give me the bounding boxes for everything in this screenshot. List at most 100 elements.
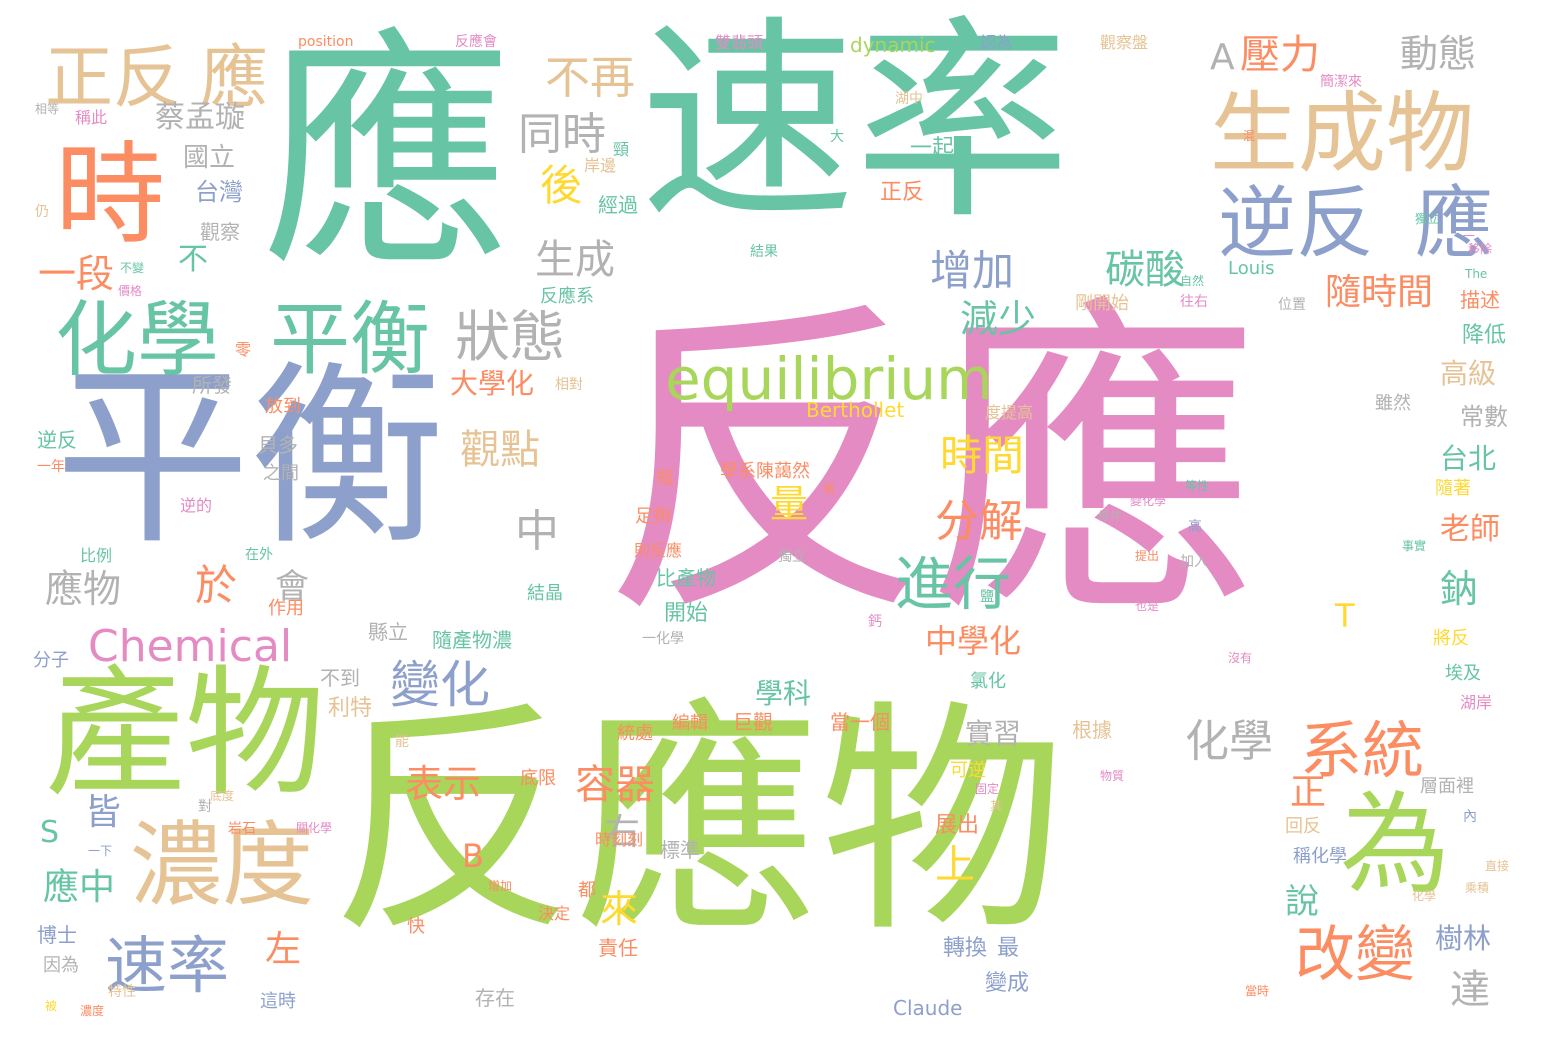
cloud-word: 特性 (108, 984, 136, 1000)
cloud-word: 雖然 (1375, 393, 1411, 414)
cloud-word: 能 (395, 734, 409, 750)
cloud-word: 描述 (1460, 288, 1500, 312)
cloud-word: 平衡 (55, 344, 445, 571)
cloud-word: 岸邊 (584, 156, 617, 175)
cloud-word: 中 (515, 506, 559, 557)
cloud-word: 化學 (1412, 889, 1437, 903)
cloud-word: 化學 (1185, 716, 1273, 767)
cloud-word: 反應物 (330, 680, 1065, 965)
cloud-word: 獨立 (778, 549, 806, 565)
cloud-word: 反應會 (455, 34, 497, 50)
cloud-word: The (1465, 267, 1488, 281)
cloud-word: 分解 (935, 496, 1023, 547)
cloud-word: 應 (200, 39, 269, 118)
cloud-word: 上 (935, 842, 975, 888)
cloud-word: 開始 (664, 601, 709, 626)
cloud-word: 平衡 (270, 293, 430, 386)
cloud-word: 底限 (520, 768, 556, 789)
cloud-word: 濃度 (130, 812, 315, 919)
cloud-word: 回反 (1285, 816, 1321, 837)
cloud-word: 改變 (1295, 920, 1415, 990)
cloud-word: 系統 (1300, 714, 1425, 787)
cloud-word: 量 (770, 482, 809, 526)
cloud-word: 獨立 (1415, 212, 1440, 226)
cloud-word: 加入 (1180, 554, 1208, 570)
cloud-word: 逆反 (1218, 179, 1375, 269)
cloud-word: 放到 (265, 396, 301, 417)
cloud-word: 移除 (1468, 242, 1493, 256)
cloud-word: 產物 (45, 653, 326, 816)
cloud-word: 隨著 (1435, 478, 1471, 499)
cloud-word: 鈉 (1440, 567, 1479, 611)
cloud-word: 皆 (85, 792, 122, 833)
cloud-word: 往右 (1180, 294, 1208, 310)
cloud-word: 因為 (43, 955, 79, 976)
cloud-word: 被 (45, 999, 58, 1013)
cloud-word: 實習 (965, 717, 1022, 750)
cloud-word: 埃及 (1445, 663, 1481, 684)
cloud-word: 零 (235, 340, 252, 359)
cloud-word: 逆的 (180, 496, 213, 515)
cloud-word: 巨觀 (733, 710, 773, 734)
cloud-word: S (40, 815, 60, 850)
cloud-word: 隨產物濃 (432, 628, 512, 652)
cloud-word: 隨時間 (1325, 272, 1434, 313)
cloud-word: equilibrium (665, 345, 993, 413)
cloud-word: 責任 (598, 936, 638, 960)
cloud-word: B (462, 837, 484, 875)
cloud-word: 應中 (43, 867, 116, 908)
cloud-word: 剛開始 (1075, 293, 1129, 314)
cloud-word: 分子 (33, 650, 69, 671)
cloud-word: 底度 (210, 789, 235, 803)
cloud-word: 關化學 (296, 821, 333, 835)
cloud-word: 經過 (598, 193, 638, 217)
cloud-word: 相對 (555, 377, 583, 393)
cloud-word: 逆反 (37, 428, 77, 452)
cloud-word: 動態 (1400, 32, 1477, 76)
cloud-word: 根據 (1072, 718, 1112, 742)
cloud-word: 所發 (192, 373, 232, 397)
cloud-word: 國立 (183, 143, 236, 173)
cloud-word: 則反應 (634, 541, 683, 560)
cloud-word: 生成 (535, 237, 615, 283)
cloud-word: 乘積 (1465, 881, 1490, 895)
cloud-word: 博士 (37, 923, 77, 947)
cloud-word: 化學 (55, 293, 220, 388)
cloud-word: 決定 (538, 904, 571, 923)
cloud-word: 大 (830, 129, 844, 145)
cloud-word: 稱化學 (1293, 846, 1347, 867)
cloud-word: 蔡孟璇 (155, 100, 245, 135)
cloud-word: 反應 (600, 273, 1260, 657)
cloud-word: 等性 (1185, 479, 1210, 493)
cloud-word: 利特 (328, 696, 373, 721)
cloud-word: 常數 (1460, 403, 1508, 431)
cloud-word: 不到 (320, 666, 360, 690)
cloud-word: 條件 (1098, 509, 1123, 523)
cloud-word: 變化 (390, 656, 490, 714)
cloud-word: 結晶 (527, 583, 563, 604)
cloud-word: Chemical (88, 621, 293, 672)
cloud-word: 鈣 (868, 614, 882, 630)
cloud-word: 右 (604, 812, 641, 853)
cloud-word: 正反 (880, 180, 925, 205)
cloud-word: 高級 (1440, 357, 1497, 390)
cloud-word: 比產物 (656, 566, 716, 590)
cloud-word: 反應系 (540, 286, 594, 307)
cloud-word: 度提高 (985, 403, 1034, 422)
cloud-word: A (1210, 37, 1235, 78)
cloud-word: 一下 (88, 844, 113, 858)
cloud-word: 頸 (613, 140, 630, 159)
cloud-word: 不變 (120, 261, 145, 275)
cloud-word: 展出 (935, 813, 980, 838)
cloud-word: 濃度 (80, 1004, 105, 1018)
cloud-word: 老師 (1440, 512, 1500, 547)
cloud-word: 一段 (38, 252, 115, 296)
cloud-word: 在外 (245, 547, 273, 563)
cloud-word: 比例 (80, 546, 113, 565)
cloud-word: 速率 (640, 0, 1070, 248)
cloud-word: 物質 (1100, 769, 1125, 783)
cloud-word: 價格 (118, 284, 143, 298)
cloud-word: 雙翡頭 (715, 33, 764, 52)
cloud-word: 結果 (750, 244, 778, 260)
